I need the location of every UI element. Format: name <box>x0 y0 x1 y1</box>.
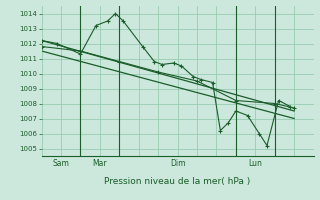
Text: Lun: Lun <box>248 159 262 168</box>
Text: Sam: Sam <box>52 159 69 168</box>
Text: Mar: Mar <box>92 159 107 168</box>
Text: Pression niveau de la mer( hPa ): Pression niveau de la mer( hPa ) <box>104 177 251 186</box>
Text: Dim: Dim <box>170 159 185 168</box>
